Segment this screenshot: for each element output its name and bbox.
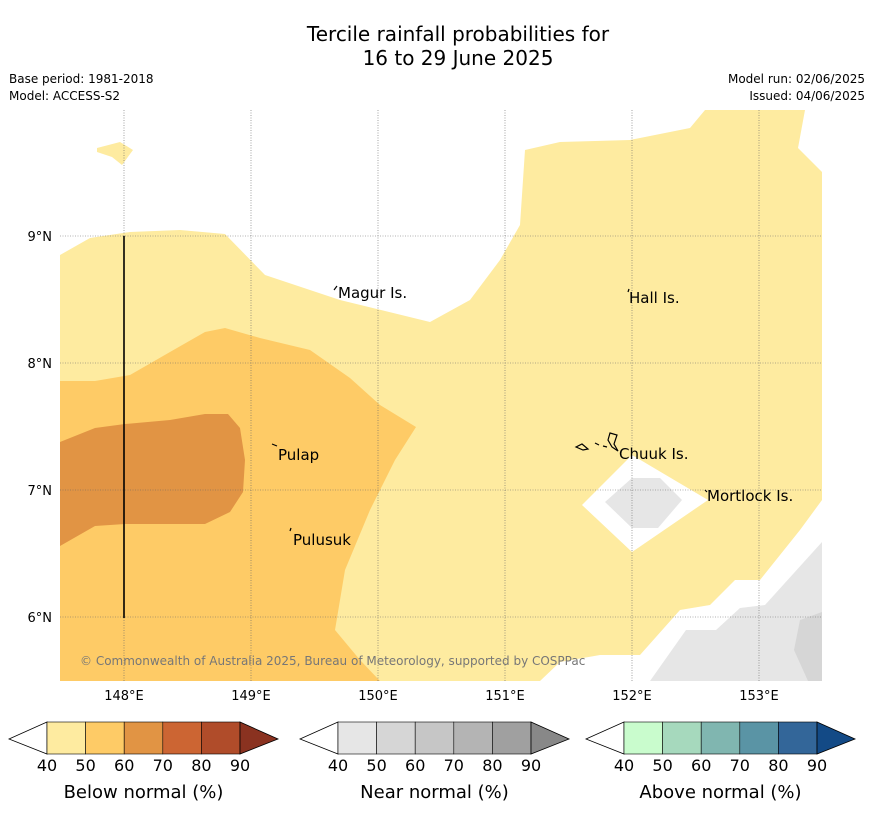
- legend-above-tick: 40: [614, 756, 634, 775]
- lat-axis: 9°N 8°N 7°N 6°N: [28, 230, 53, 626]
- legend-above-low-arrow: [584, 721, 625, 755]
- legend-near-swatch-2: [376, 721, 416, 755]
- lon-tick-151: 151°E: [485, 689, 525, 704]
- legend-below-swatch-4: [162, 721, 202, 755]
- legend-near-tick: 60: [405, 756, 425, 775]
- island-markers: [271, 285, 708, 532]
- gridlines: [60, 110, 822, 681]
- legend-near-tick: 40: [328, 756, 348, 775]
- region-below-60-70: [60, 414, 245, 546]
- map-area: Magur Is. Hall Is. Pulap Chuuk Is. Mortl…: [60, 110, 822, 681]
- lat-tick-8n: 8°N: [28, 357, 53, 372]
- legend-below-tick: 80: [191, 756, 211, 775]
- legend-near: 40 50 60 70 80 90 Near normal (%): [298, 721, 571, 803]
- legend-above-swatch-5: [778, 721, 818, 755]
- legend-above-swatch-3: [700, 721, 741, 755]
- legend-near-tick: 70: [444, 756, 464, 775]
- legend-below-swatch-2: [85, 721, 125, 755]
- legend-below-label: Below normal (%): [64, 782, 224, 803]
- title-line-1: Tercile rainfall probabilities for: [306, 22, 610, 46]
- region-near-bottom: [650, 542, 822, 681]
- legend-near-swatch-4: [453, 721, 493, 755]
- legend-above-swatch-2: [662, 721, 702, 755]
- legend-below-tick: 70: [153, 756, 173, 775]
- label-chuuk: Chuuk Is.: [619, 445, 688, 463]
- legend-near-swatch-1: [337, 721, 377, 755]
- lat-tick-7n: 7°N: [28, 484, 53, 499]
- legend-near-swatch-3: [414, 721, 455, 755]
- meta-right: Model run: 02/06/2025 Issued: 04/06/2025: [728, 71, 865, 105]
- issued-date: Issued: 04/06/2025: [749, 89, 865, 103]
- chart-title: Tercile rainfall probabilities for 16 to…: [0, 22, 873, 70]
- legend-above-swatch-4: [739, 721, 779, 755]
- base-period: Base period: 1981-2018: [9, 72, 154, 86]
- lon-tick-149: 149°E: [231, 689, 271, 704]
- legend-above-tick: 60: [691, 756, 711, 775]
- label-hall: Hall Is.: [629, 289, 680, 307]
- legend-above-tick: 80: [768, 756, 788, 775]
- legend-below-tick: 90: [230, 756, 250, 775]
- copyright-text: © Commonwealth of Australia 2025, Bureau…: [80, 654, 585, 668]
- legend-below-high-arrow: [239, 721, 280, 755]
- legend-below-tick: 40: [37, 756, 57, 775]
- legend-near-tick: 80: [482, 756, 502, 775]
- label-magur: Magur Is.: [338, 284, 407, 302]
- title-line-2: 16 to 29 June 2025: [362, 46, 554, 70]
- label-mortlock: Mortlock Is.: [707, 487, 793, 505]
- lon-tick-148: 148°E: [104, 689, 144, 704]
- legend-near-label: Near normal (%): [360, 782, 509, 803]
- legend-above-tick: 70: [730, 756, 750, 775]
- region-below-50-60: [60, 328, 416, 681]
- lat-tick-6n: 6°N: [28, 611, 53, 626]
- legend-above-label: Above normal (%): [639, 782, 801, 803]
- legend-above-tick: 90: [807, 756, 827, 775]
- label-pulusuk: Pulusuk: [293, 531, 351, 549]
- legend-below-low-arrow: [7, 721, 48, 755]
- legend-above-swatch-1: [623, 721, 663, 755]
- legend-below-tick: 60: [114, 756, 134, 775]
- legend-above-high-arrow: [816, 721, 857, 755]
- region-near-50-60: [794, 612, 822, 681]
- lat-tick-9n: 9°N: [28, 230, 53, 245]
- label-pulap: Pulap: [278, 446, 319, 464]
- legend-near-low-arrow: [298, 721, 339, 755]
- legends: 40 50 60 70 80 90 Below normal (%) 40 50 60 70 80 90…: [7, 721, 857, 803]
- legend-below: 40 50 60 70 80 90 Below normal (%): [7, 721, 280, 803]
- lon-tick-150: 150°E: [358, 689, 398, 704]
- legend-near-tick: 50: [366, 756, 386, 775]
- model-run: Model run: 02/06/2025: [727, 72, 865, 86]
- legend-below-swatch-5: [201, 721, 241, 755]
- legend-near-high-arrow: [530, 721, 571, 755]
- legend-near-tick: 90: [521, 756, 541, 775]
- legend-below-tick: 50: [75, 756, 95, 775]
- region-near-40-50: [605, 478, 682, 528]
- legend-near-swatch-5: [492, 721, 532, 755]
- lon-tick-153: 153°E: [739, 689, 779, 704]
- model-name: Model: ACCESS-S2: [9, 89, 121, 103]
- legend-below-swatch-1: [46, 721, 86, 755]
- legend-above-tick: 50: [652, 756, 672, 775]
- legend-above: 40 50 60 70 80 90 Above normal (%): [584, 721, 857, 803]
- legend-below-swatch-3: [123, 721, 164, 755]
- lon-axis: 148°E 149°E 150°E 151°E 152°E 153°E: [104, 689, 779, 704]
- meta-left: Base period: 1981-2018 Model: ACCESS-S2: [9, 71, 154, 105]
- lon-tick-152: 152°E: [612, 689, 652, 704]
